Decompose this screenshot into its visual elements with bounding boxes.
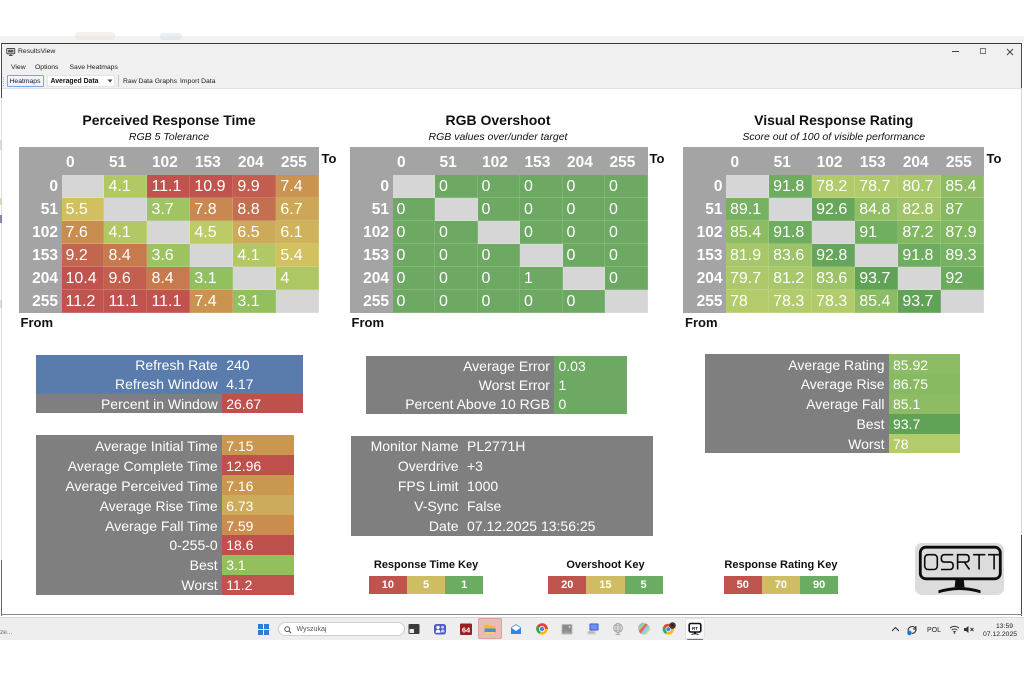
svg-text:64: 64 bbox=[462, 626, 471, 635]
svg-text:RT: RT bbox=[692, 626, 698, 631]
